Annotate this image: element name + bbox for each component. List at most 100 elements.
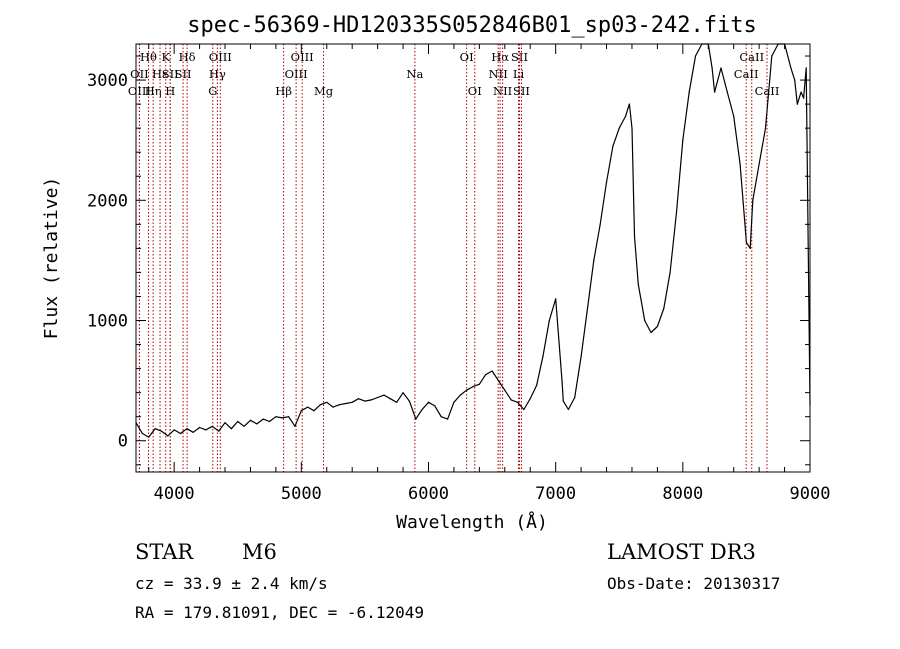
- spectrum-point: [637, 283, 639, 285]
- spectral-line-label: OI: [468, 84, 482, 98]
- spectrum-point: [288, 416, 290, 418]
- axis-ticks: 4000 5000 6000 7000 8000 9000 0 1000 2000 3000: [87, 44, 830, 504]
- spectrum-point: [599, 223, 601, 225]
- spectrum-point: [536, 384, 538, 386]
- spectrum-point: [523, 408, 525, 411]
- spectrum-point: [262, 418, 264, 420]
- spectrum-point: [434, 405, 436, 407]
- spectrum-point: [205, 429, 207, 431]
- spectrum-point: [633, 235, 636, 237]
- spectrum-point: [669, 271, 671, 273]
- coordinates: RA = 179.81091, DEC = -6.12049: [135, 603, 424, 622]
- spectrum-point: [447, 418, 449, 420]
- spectrum-point: [211, 425, 213, 427]
- spectrum-point: [313, 410, 315, 412]
- spectrum-point: [504, 389, 506, 391]
- spectral-line-label: Hε: [152, 67, 168, 81]
- spectrum-point: [370, 399, 372, 401]
- spectrum-point: [440, 416, 442, 418]
- spectrum-point: [758, 163, 760, 165]
- x-tick-label: 7000: [535, 484, 576, 504]
- spectrum-point: [230, 428, 232, 430]
- spectrum-point: [491, 370, 493, 372]
- spectrum-point: [364, 400, 366, 402]
- survey-name: LAMOST DR3: [607, 540, 756, 564]
- y-tick-label: 1000: [87, 312, 128, 332]
- spectral-line-label: Hβ: [275, 84, 292, 98]
- spectrum-point: [199, 426, 201, 429]
- spectrum-point: [497, 380, 499, 382]
- spectrum-point: [186, 428, 188, 430]
- spectral-line-label: SII: [511, 50, 528, 64]
- spectral-line-label: Li: [513, 67, 525, 81]
- spectrum-point: [726, 91, 728, 93]
- spectrum-point: [688, 91, 690, 93]
- spectrum-point: [800, 91, 802, 93]
- spectral-line-label: G: [208, 84, 217, 98]
- spectral-line-label: Hγ: [209, 67, 226, 81]
- spectrum-point: [485, 374, 487, 376]
- spectrum-point: [803, 97, 805, 99]
- spectrum-point: [192, 431, 194, 433]
- x-tick-label: 8000: [662, 484, 703, 504]
- spectrum-point: [562, 400, 564, 402]
- spectral-line-label: OIII: [285, 67, 308, 81]
- spectral-line-label: SII: [162, 67, 179, 81]
- spectrum-point: [173, 429, 175, 431]
- subclass: M6: [242, 540, 277, 564]
- spectrum-point: [281, 417, 283, 419]
- spectral-line-label: NII: [493, 84, 512, 98]
- spectrum-point: [415, 418, 417, 420]
- spectral-line-label: Hδ: [179, 50, 196, 64]
- spectrum-point: [383, 394, 385, 396]
- spectrum-point: [790, 67, 792, 69]
- spectral-line-label: OI: [460, 50, 474, 64]
- x-tick-label: 5000: [281, 484, 322, 504]
- spectrum-point: [402, 392, 404, 394]
- spectrum-point: [711, 67, 713, 69]
- spectrum-point: [237, 420, 239, 423]
- spectrum-point: [453, 401, 455, 403]
- spectrum-point: [408, 400, 410, 402]
- x-tick-label: 6000: [408, 484, 449, 504]
- y-axis-label: Flux (relative): [41, 177, 62, 340]
- obs-date: Obs-Date: 20130317: [607, 574, 781, 593]
- spectrum-point: [218, 430, 220, 432]
- spectrum-point: [224, 422, 226, 424]
- spectral-line-label: OII: [130, 67, 149, 81]
- spectrum-point: [739, 163, 741, 165]
- spectrum-point: [675, 211, 678, 213]
- spectrum-point: [478, 383, 480, 385]
- spectrum-point: [389, 398, 391, 400]
- spectral-line-label: OIII: [291, 50, 314, 64]
- spectrum-point: [682, 139, 684, 141]
- spectrum-point: [326, 401, 328, 403]
- spectrum-point: [605, 181, 608, 183]
- object-type: STAR: [135, 540, 194, 564]
- spectrum-point: [179, 432, 182, 435]
- spectrum-point: [332, 406, 334, 408]
- spectrum-point: [586, 307, 589, 310]
- spectrum-point: [618, 127, 620, 129]
- spectral-line-label: K: [161, 50, 170, 64]
- spectrum-line: [135, 43, 811, 438]
- spectrum-point: [663, 307, 665, 310]
- spectrum-point: [459, 394, 461, 396]
- spectrum-point: [561, 380, 563, 382]
- spectral-line-label: Hη: [145, 84, 162, 98]
- redshift-cz: cz = 33.9 ± 2.4 km/s: [135, 574, 328, 593]
- x-tick-label: 4000: [154, 484, 195, 504]
- spectrum-point: [625, 115, 627, 117]
- spectral-line-label: Mg: [314, 84, 334, 98]
- spectrum-point: [345, 402, 347, 405]
- spectral-line-label: SII: [175, 67, 192, 81]
- spectrum-point: [650, 331, 652, 334]
- spectrum-point: [542, 356, 544, 358]
- x-tick-label: 9000: [790, 484, 831, 504]
- spectrum-point: [771, 55, 773, 57]
- spectrum-point: [656, 325, 659, 328]
- spectrum-point: [275, 416, 277, 418]
- spectral-line-label: CaII: [755, 84, 780, 98]
- spectrum-point: [300, 410, 302, 412]
